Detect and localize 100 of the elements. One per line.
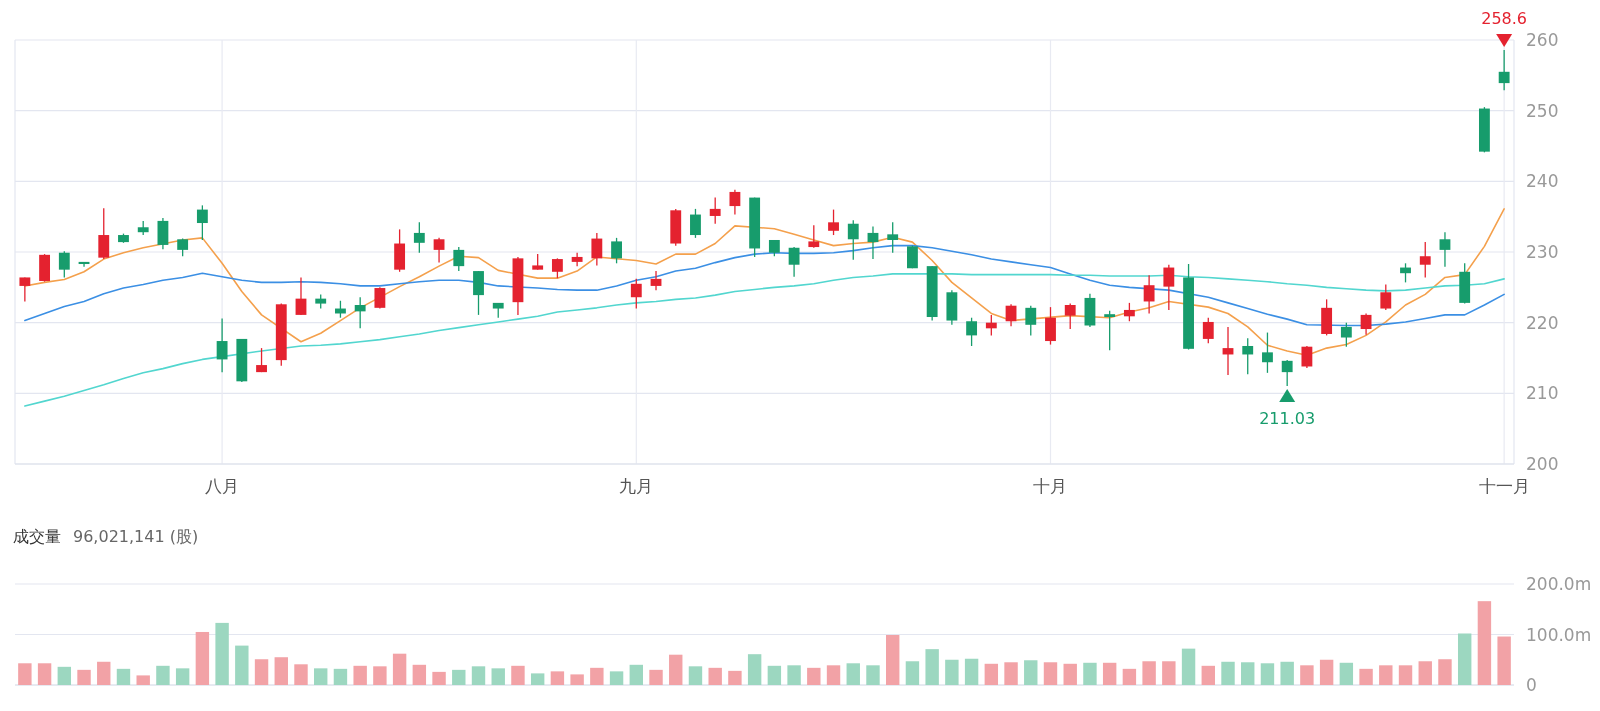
candlestick: [591, 232, 603, 267]
bar: [866, 665, 880, 685]
candlestick: [19, 276, 31, 303]
x-tick-label: 八月: [205, 476, 240, 496]
bar: [590, 667, 604, 685]
bar: [787, 665, 801, 685]
bar: [747, 654, 762, 685]
bar: [1162, 661, 1176, 685]
bar: [412, 664, 427, 685]
candlestick: [374, 286, 386, 310]
y-tick-label: 200.0m: [1526, 574, 1592, 594]
bar: [945, 659, 959, 685]
bar: [77, 669, 91, 685]
y-tick-label: 230: [1526, 242, 1559, 262]
candlestick: [413, 221, 425, 254]
bar: [1083, 662, 1097, 685]
bar: [1102, 662, 1117, 685]
x-tick-label: 十月: [1033, 476, 1068, 496]
bar: [905, 661, 920, 685]
bar: [1260, 663, 1275, 685]
candlestick: [690, 208, 701, 239]
candlestick: [788, 246, 800, 278]
bar: [1398, 665, 1413, 685]
bar: [491, 668, 505, 685]
bar: [1063, 663, 1077, 685]
bar: [452, 669, 466, 685]
bar: [156, 665, 170, 685]
bar: [1418, 661, 1432, 685]
y-tick-label: 250: [1526, 100, 1559, 121]
candlestick: [1498, 49, 1510, 91]
bar: [175, 668, 190, 685]
bar: [1339, 662, 1354, 685]
candlestick: [571, 252, 583, 267]
bar: [1004, 662, 1018, 685]
candlestick: [1025, 305, 1037, 337]
bar: [925, 649, 939, 685]
bar: [511, 665, 525, 685]
bar: [432, 671, 446, 685]
y-tick-label: 0: [1526, 675, 1537, 695]
bar: [964, 658, 979, 685]
candlestick: [1439, 231, 1451, 268]
y-tick-label: 200: [1526, 454, 1559, 474]
bar: [530, 673, 545, 685]
candlestick: [1400, 262, 1411, 284]
bar: [136, 675, 150, 685]
candlestick: [828, 208, 839, 236]
candlestick: [847, 219, 859, 261]
bar: [1477, 601, 1492, 685]
bar: [1181, 648, 1196, 685]
bar: [1221, 661, 1235, 685]
candlestick: [729, 189, 741, 216]
bar: [353, 665, 367, 685]
bar: [195, 631, 210, 685]
bar: [294, 664, 308, 685]
bar: [728, 670, 742, 685]
bar: [1280, 661, 1294, 685]
candlestick: [1281, 359, 1293, 387]
candlestick: [1262, 331, 1273, 374]
annotation: 211.03: [1259, 409, 1316, 429]
bar: [846, 663, 860, 685]
chart-title: 成交量: [13, 527, 61, 546]
bar: [767, 665, 782, 685]
bar: [1457, 633, 1472, 685]
candlestick: [887, 221, 899, 254]
bar: [708, 667, 722, 685]
bar: [215, 622, 229, 685]
bar: [392, 653, 407, 685]
bar: [373, 666, 387, 685]
candlestick: [1360, 312, 1372, 336]
candlestick: [1242, 337, 1254, 375]
y-tick-label: 100.0m: [1526, 624, 1592, 645]
candlestick: [433, 237, 445, 264]
bar: [1438, 659, 1452, 685]
candlestick: [630, 278, 642, 310]
y-tick-label: 210: [1526, 383, 1559, 404]
bar: [254, 659, 269, 685]
x-tick-label: 十一月: [1478, 476, 1530, 496]
candlestick: [295, 276, 307, 316]
candlestick: [1045, 306, 1056, 346]
bar: [97, 661, 111, 685]
bar: [886, 635, 900, 685]
bar: [1201, 665, 1215, 685]
x-tick-label: 九月: [619, 476, 654, 496]
bar: [688, 666, 703, 685]
bar: [314, 668, 328, 685]
bar: [649, 669, 663, 685]
candlestick: [709, 196, 721, 225]
candlestick: [551, 257, 563, 279]
candlestick: [611, 237, 622, 264]
candlestick: [216, 317, 228, 373]
bar: [1497, 636, 1511, 685]
candlestick: [808, 224, 820, 249]
bar: [669, 654, 683, 685]
candlestick: [1202, 317, 1214, 344]
bar: [1319, 659, 1334, 685]
candlestick: [867, 225, 879, 260]
candlestick: [354, 296, 366, 329]
candlestick: [1340, 322, 1352, 348]
bar: [1359, 668, 1373, 685]
bar: [37, 663, 52, 685]
